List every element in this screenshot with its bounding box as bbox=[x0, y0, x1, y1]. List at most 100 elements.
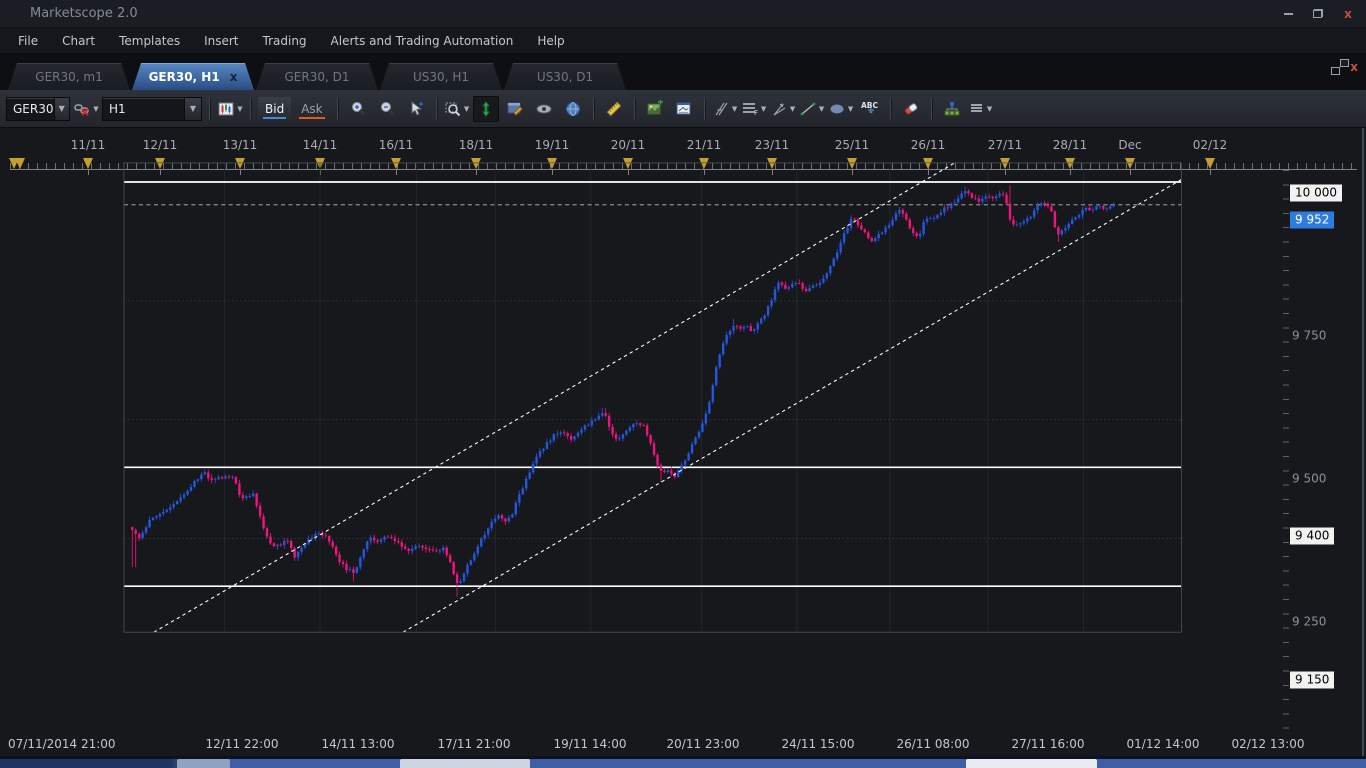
taskbar-item[interactable] bbox=[400, 759, 530, 768]
candle-body bbox=[739, 326, 742, 329]
chevron-down-icon: ▼ bbox=[818, 104, 825, 113]
zoom-region-icon bbox=[445, 102, 461, 116]
fibonacci-button[interactable]: F ▼ bbox=[741, 96, 767, 122]
candle-body bbox=[628, 427, 632, 431]
menu-templates[interactable]: Templates bbox=[119, 33, 181, 48]
candle-body bbox=[497, 515, 500, 519]
zoom-out-button[interactable] bbox=[374, 96, 400, 122]
more-tools-button[interactable]: ▼ bbox=[968, 96, 994, 122]
candle-body bbox=[556, 433, 559, 435]
ruler-button[interactable] bbox=[601, 96, 627, 122]
vector-lines-button[interactable]: ▼ bbox=[770, 96, 796, 122]
candle-body bbox=[825, 273, 829, 279]
pitchfork-button[interactable]: ▼ bbox=[712, 96, 738, 122]
tab-ger30-h1[interactable]: GER30, H1 x bbox=[132, 63, 254, 90]
bid-button[interactable]: Bid bbox=[258, 96, 292, 121]
candle-body bbox=[504, 518, 507, 522]
restore-button[interactable] bbox=[1310, 7, 1326, 21]
candle-body bbox=[763, 315, 766, 319]
candle-body bbox=[476, 546, 480, 554]
trend-channel-line[interactable] bbox=[153, 162, 955, 633]
tab-us30-h1[interactable]: US30, H1 bbox=[380, 63, 502, 90]
candle-body bbox=[376, 540, 379, 542]
chart-plot[interactable] bbox=[0, 128, 1366, 756]
toolbar-separator bbox=[336, 97, 338, 120]
trend-channel-line[interactable] bbox=[402, 179, 1182, 633]
menu-insert[interactable]: Insert bbox=[204, 33, 239, 48]
candle-body bbox=[310, 537, 314, 540]
tab-close-icon[interactable]: x bbox=[229, 70, 238, 84]
candle-body bbox=[960, 193, 963, 199]
menu-trading[interactable]: Trading bbox=[262, 33, 307, 48]
date-marker-icon bbox=[623, 158, 633, 169]
candle-body bbox=[148, 520, 151, 528]
ask-button[interactable]: Ask bbox=[294, 97, 329, 121]
candle-body bbox=[1098, 205, 1102, 207]
candle-body bbox=[224, 476, 227, 479]
date-marker-icon bbox=[699, 158, 709, 169]
chevron-down-icon: ▼ bbox=[760, 104, 767, 113]
web-button[interactable] bbox=[560, 96, 586, 122]
top-axis-tick bbox=[852, 169, 853, 175]
menu-help[interactable]: Help bbox=[537, 33, 565, 48]
zoom-region-button[interactable]: ▼ bbox=[444, 96, 470, 122]
candle-body bbox=[234, 477, 238, 484]
candle-body bbox=[1001, 193, 1005, 195]
date-marker-icon bbox=[15, 158, 25, 169]
candle-body bbox=[524, 478, 528, 489]
candle-body bbox=[846, 227, 849, 234]
unlink-button[interactable]: ▼ bbox=[73, 96, 99, 122]
tab-ger30-m1[interactable]: GER30, m1 bbox=[8, 63, 130, 90]
vertical-scale-button[interactable] bbox=[472, 95, 499, 122]
period-select[interactable]: H1 ▼ bbox=[102, 96, 202, 121]
candle-body bbox=[359, 557, 362, 568]
pointer-tool-button[interactable] bbox=[403, 96, 429, 122]
menu-chart[interactable]: Chart bbox=[62, 33, 96, 48]
zoom-in-button[interactable] bbox=[345, 96, 371, 122]
eraser-button[interactable] bbox=[898, 96, 924, 122]
candle-body bbox=[466, 564, 469, 574]
candle-body bbox=[597, 415, 600, 420]
candle-body bbox=[538, 450, 542, 457]
candle-body bbox=[1022, 221, 1026, 224]
close-button[interactable]: x bbox=[1344, 6, 1352, 21]
symbol-select[interactable]: GER30 ▼ bbox=[6, 96, 70, 121]
candle-body bbox=[1050, 206, 1053, 212]
candle-body bbox=[618, 438, 621, 440]
chart-type-button[interactable]: ▼ bbox=[217, 96, 243, 122]
candle-body bbox=[217, 477, 220, 480]
candle-body bbox=[303, 543, 307, 548]
candle-body bbox=[238, 483, 241, 495]
top-axis-tick bbox=[772, 169, 773, 175]
add-image-button[interactable] bbox=[642, 96, 668, 122]
top-axis-tick bbox=[1130, 169, 1131, 175]
candle-body bbox=[404, 546, 407, 549]
menu-file[interactable]: File bbox=[18, 33, 39, 48]
candle-body bbox=[884, 227, 887, 233]
candle-body bbox=[725, 334, 728, 344]
candle-body bbox=[469, 560, 473, 565]
candle-body bbox=[296, 551, 300, 558]
text-label-button[interactable]: ABC bbox=[857, 96, 883, 122]
tab-ger30-d1[interactable]: GER30, D1 bbox=[256, 63, 378, 90]
ellipse-tool-button[interactable]: ▼ bbox=[828, 96, 854, 122]
taskbar-item[interactable] bbox=[177, 759, 230, 768]
taskbar-band bbox=[0, 759, 1366, 768]
menu-alerts-automation[interactable]: Alerts and Trading Automation bbox=[330, 33, 514, 48]
candle-body bbox=[791, 284, 794, 288]
edit-chart-button[interactable] bbox=[502, 96, 528, 122]
taskbar-item[interactable] bbox=[966, 759, 1097, 768]
minimize-button[interactable] bbox=[1280, 7, 1296, 21]
trendline-button[interactable]: ▼ bbox=[799, 96, 825, 122]
bottom-axis-label: 24/11 15:00 bbox=[781, 737, 855, 751]
hierarchy-button[interactable] bbox=[939, 96, 965, 122]
tabgroup-close-button[interactable]: x bbox=[1350, 60, 1358, 74]
date-marker-icon bbox=[1205, 158, 1215, 169]
tab-us30-d1[interactable]: US30, D1 bbox=[504, 63, 626, 90]
frame-button[interactable] bbox=[671, 96, 697, 122]
candle-body bbox=[649, 435, 652, 444]
chart-toolbar: GER30 ▼ ▼ H1 ▼ ▼ Bid Ask bbox=[0, 90, 1366, 128]
bottom-axis-label: 02/12 13:00 bbox=[1231, 737, 1305, 751]
candle-body bbox=[1060, 230, 1064, 235]
visibility-button[interactable] bbox=[531, 96, 557, 122]
